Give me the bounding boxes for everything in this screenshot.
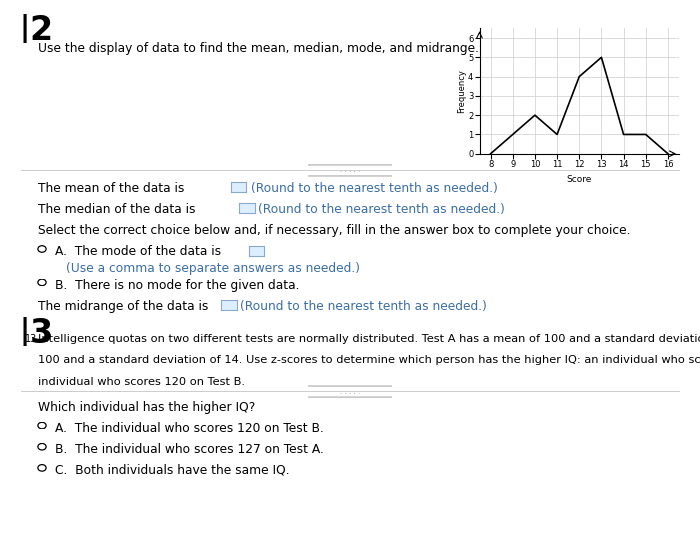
X-axis label: Score: Score	[566, 174, 592, 184]
Text: Which individual has the higher IQ?: Which individual has the higher IQ?	[38, 401, 256, 414]
Text: The mean of the data is: The mean of the data is	[38, 182, 185, 194]
Text: B.  The individual who scores 127 on Test A.: B. The individual who scores 127 on Test…	[55, 443, 323, 456]
Text: |: |	[20, 14, 29, 43]
Text: Intelligence quotas on two different tests are normally distributed. Test A has : Intelligence quotas on two different tes…	[38, 334, 700, 344]
Text: |: |	[20, 317, 29, 346]
Text: (Use a comma to separate answers as needed.): (Use a comma to separate answers as need…	[66, 262, 360, 275]
Text: The midrange of the data is: The midrange of the data is	[38, 300, 209, 312]
Text: (Round to the nearest tenth as needed.): (Round to the nearest tenth as needed.)	[240, 300, 487, 312]
Text: 13: 13	[25, 334, 36, 344]
Text: . . . . .: . . . . .	[340, 389, 360, 394]
Text: C.  Both individuals have the same IQ.: C. Both individuals have the same IQ.	[55, 464, 289, 477]
Text: Use the display of data to find the mean, median, mode, and midrange.: Use the display of data to find the mean…	[38, 42, 480, 55]
Text: A.  The individual who scores 120 on Test B.: A. The individual who scores 120 on Test…	[55, 422, 323, 434]
Text: (Round to the nearest tenth as needed.): (Round to the nearest tenth as needed.)	[258, 203, 505, 216]
Text: individual who scores 120 on Test B.: individual who scores 120 on Test B.	[38, 377, 246, 387]
Text: B.  There is no mode for the given data.: B. There is no mode for the given data.	[55, 278, 299, 291]
Text: 100 and a standard deviation of 14. Use z-scores to determine which person has t: 100 and a standard deviation of 14. Use …	[38, 355, 700, 365]
Text: 3: 3	[29, 317, 52, 350]
Text: . . . . .: . . . . .	[340, 168, 360, 173]
Text: Select the correct choice below and, if necessary, fill in the answer box to com: Select the correct choice below and, if …	[38, 224, 631, 237]
Text: A.  The mode of the data is: A. The mode of the data is	[55, 245, 220, 258]
Text: 2: 2	[29, 14, 52, 47]
FancyBboxPatch shape	[305, 165, 395, 176]
Text: (Round to the nearest tenth as needed.): (Round to the nearest tenth as needed.)	[251, 182, 498, 194]
Y-axis label: Frequency: Frequency	[458, 69, 466, 113]
Text: The median of the data is: The median of the data is	[38, 203, 196, 216]
FancyBboxPatch shape	[305, 386, 395, 397]
